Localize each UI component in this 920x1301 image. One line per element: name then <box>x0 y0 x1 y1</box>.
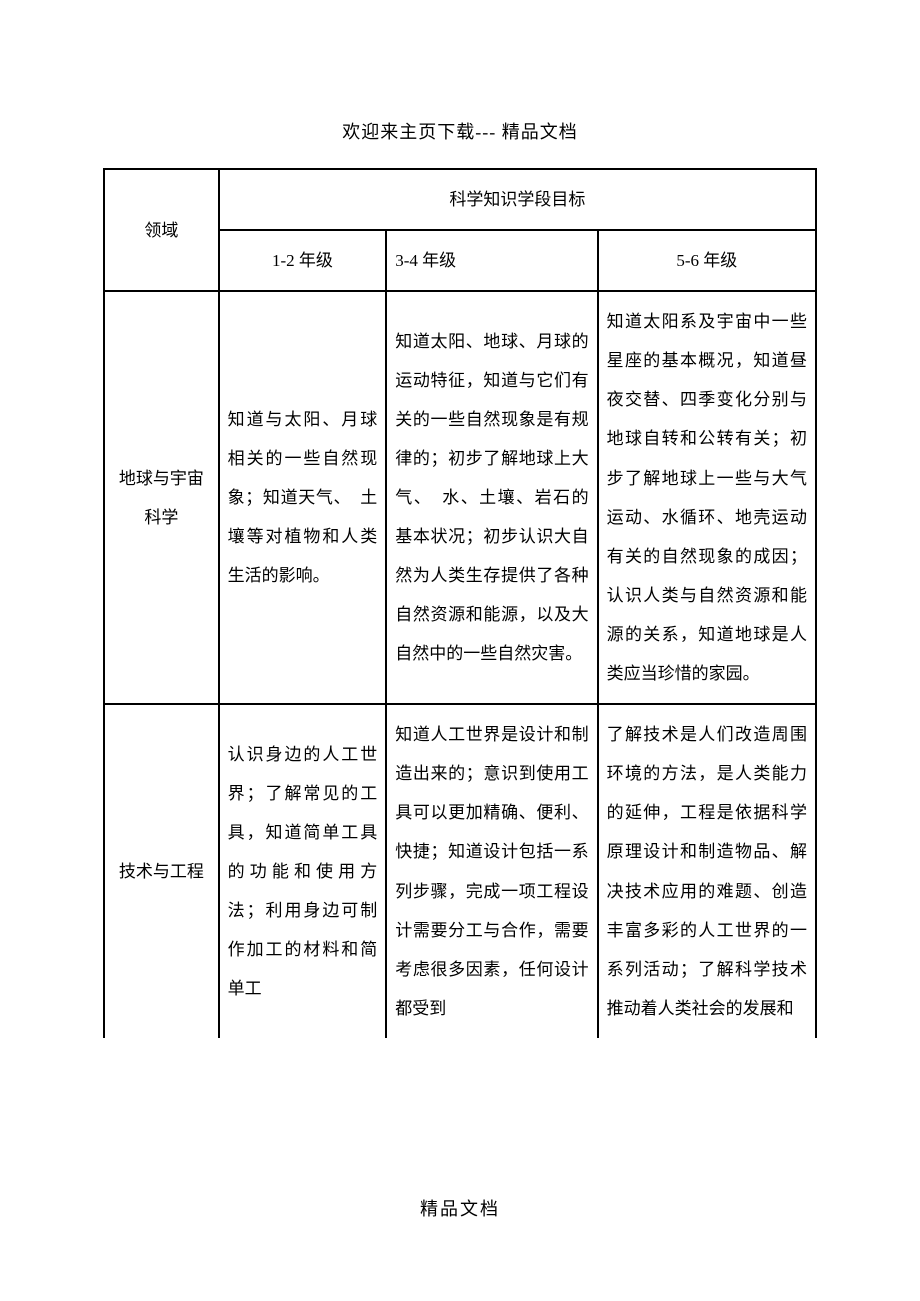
table-header-row: 领域 科学知识学段目标 <box>104 169 816 230</box>
content-tech-56: 了解技术是人们改造周围环境的方法，是人类能力的延伸，工程是依据科学原理设计和制造… <box>598 704 816 1038</box>
domain-header: 领域 <box>104 169 219 291</box>
content-earth-56: 知道太阳系及宇宙中一些星座的基本概况，知道昼夜交替、四季变化分别与地球自转和公转… <box>598 291 816 704</box>
content-earth-12: 知道与太阳、月球相关的一些自然现象；知道天气、 土壤等对植物和人类生活的影响。 <box>219 291 387 704</box>
grade-12-header: 1-2 年级 <box>219 230 387 291</box>
domain-cell-earth: 地球与宇宙科学 <box>104 291 219 704</box>
goals-table: 领域 科学知识学段目标 1-2 年级 3-4 年级 5-6 年级 地球与宇宙科学… <box>103 168 817 1038</box>
content-earth-34: 知道太阳、地球、月球的运动特征，知道与它们有关的一些自然现象是有规律的；初步了解… <box>386 291 597 704</box>
content-tech-12: 认识身边的人工世界；了解常见的工具，知道简单工具的功能和使用方法；利用身边可制作… <box>219 704 387 1038</box>
grade-56-header: 5-6 年级 <box>598 230 816 291</box>
domain-cell-tech: 技术与工程 <box>104 704 219 1038</box>
goals-header: 科学知识学段目标 <box>219 169 816 230</box>
table-row: 地球与宇宙科学 知道与太阳、月球相关的一些自然现象；知道天气、 土壤等对植物和人… <box>104 291 816 704</box>
table-row: 技术与工程 认识身边的人工世界；了解常见的工具，知道简单工具的功能和使用方法；利… <box>104 704 816 1038</box>
content-tech-34: 知道人工世界是设计和制造出来的；意识到使用工具可以更加精确、便利、快捷；知道设计… <box>386 704 597 1038</box>
grade-34-header: 3-4 年级 <box>386 230 597 291</box>
page-footer: 精品文档 <box>0 1195 920 1221</box>
page-header: 欢迎来主页下载--- 精品文档 <box>0 118 920 144</box>
